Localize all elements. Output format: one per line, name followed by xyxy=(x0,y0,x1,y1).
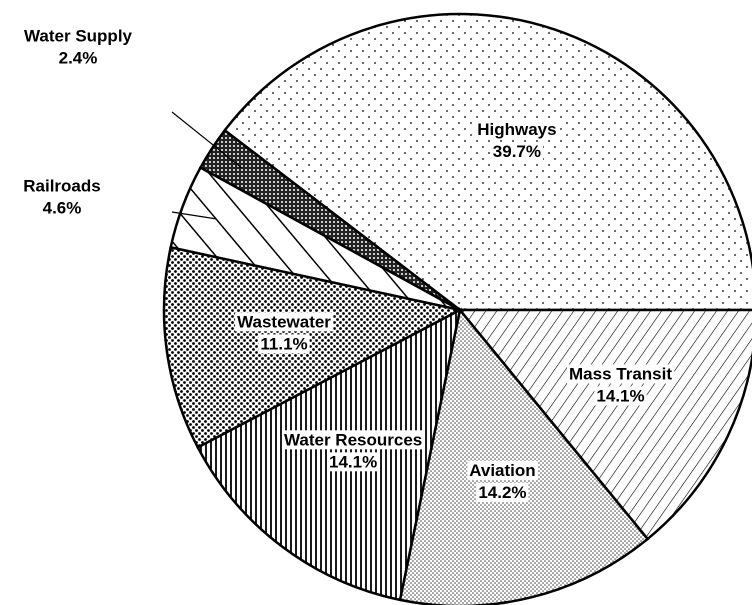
label-bg xyxy=(258,334,310,354)
value-label: 39.7% xyxy=(493,142,541,161)
pie-slice xyxy=(222,12,752,312)
leader-line xyxy=(171,211,217,220)
label-bg xyxy=(475,120,559,140)
label-bg xyxy=(235,312,334,332)
pie-slice xyxy=(398,307,650,605)
label-bg xyxy=(467,460,538,480)
label-bg xyxy=(490,142,543,162)
value-label: 11.1% xyxy=(260,334,307,353)
slice-label: Water Resources xyxy=(284,430,422,449)
label-bg xyxy=(476,482,529,502)
leader-line xyxy=(171,111,243,169)
pie-slice xyxy=(162,245,464,450)
label-bg xyxy=(281,430,425,450)
value-label: 14.1% xyxy=(596,386,644,405)
value-label: 2.4% xyxy=(59,48,98,67)
slice-label: Wastewater xyxy=(237,312,331,331)
value-label: 4.6% xyxy=(43,198,82,217)
label-bg xyxy=(594,386,647,406)
pie-slice xyxy=(457,308,752,541)
value-label: 14.1% xyxy=(329,452,377,471)
slice-label: Water Supply xyxy=(24,26,133,45)
slice-label: Aviation xyxy=(469,461,535,480)
label-bg xyxy=(567,364,675,384)
label-bg xyxy=(327,452,380,472)
slice-label: Mass Transit xyxy=(569,364,672,383)
slice-label: Highways xyxy=(477,120,556,139)
slice-label: Railroads xyxy=(23,176,100,195)
value-label: 14.2% xyxy=(478,483,526,502)
